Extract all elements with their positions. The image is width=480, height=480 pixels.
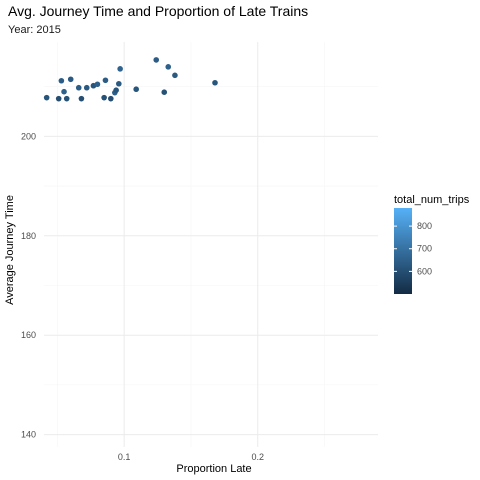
data-point bbox=[133, 86, 139, 93]
legend-tick-label: 600 bbox=[417, 266, 432, 276]
data-point bbox=[94, 81, 101, 88]
data-point bbox=[172, 72, 178, 79]
legend-title: total_num_trips bbox=[394, 194, 470, 206]
chart-title: Avg. Journey Time and Proportion of Late… bbox=[8, 3, 308, 19]
data-point bbox=[161, 89, 168, 95]
data-point bbox=[101, 94, 107, 101]
x-tick-label: 0.1 bbox=[118, 452, 131, 462]
data-point bbox=[117, 66, 123, 72]
data-point bbox=[102, 77, 109, 84]
data-point bbox=[55, 95, 62, 102]
data-point bbox=[113, 87, 119, 94]
data-point bbox=[165, 64, 172, 70]
x-axis-title: Proportion Late bbox=[176, 463, 251, 475]
legend-ticks: 600 700 800 bbox=[394, 221, 432, 276]
legend-colorbar bbox=[394, 208, 412, 294]
y-tick-label: 160 bbox=[21, 330, 36, 340]
data-point bbox=[75, 84, 82, 91]
data-point bbox=[108, 95, 114, 102]
y-tick-label: 140 bbox=[21, 430, 36, 440]
data-points bbox=[43, 57, 218, 102]
data-point bbox=[61, 88, 67, 95]
data-point bbox=[58, 77, 65, 84]
y-axis-title: Average Journey Time bbox=[4, 195, 16, 305]
data-point bbox=[212, 79, 218, 86]
chart-subtitle: Year: 2015 bbox=[8, 24, 61, 36]
data-point bbox=[67, 76, 74, 83]
y-tick-labels: 140 160 180 200 bbox=[21, 131, 36, 439]
x-tick-labels: 0.1 0.2 bbox=[118, 452, 264, 462]
data-point bbox=[43, 94, 50, 101]
data-point bbox=[63, 95, 70, 102]
legend-tick-label: 700 bbox=[417, 244, 432, 254]
y-tick-label: 180 bbox=[21, 231, 36, 241]
data-point bbox=[153, 57, 160, 63]
data-point bbox=[116, 80, 122, 87]
color-legend: total_num_trips 600 700 800 bbox=[394, 194, 470, 294]
y-tick-label: 200 bbox=[21, 131, 36, 141]
data-point bbox=[83, 84, 90, 91]
gridlines bbox=[44, 42, 378, 447]
data-point bbox=[78, 95, 85, 102]
x-tick-label: 0.2 bbox=[252, 452, 265, 462]
legend-tick-label: 800 bbox=[417, 221, 432, 231]
